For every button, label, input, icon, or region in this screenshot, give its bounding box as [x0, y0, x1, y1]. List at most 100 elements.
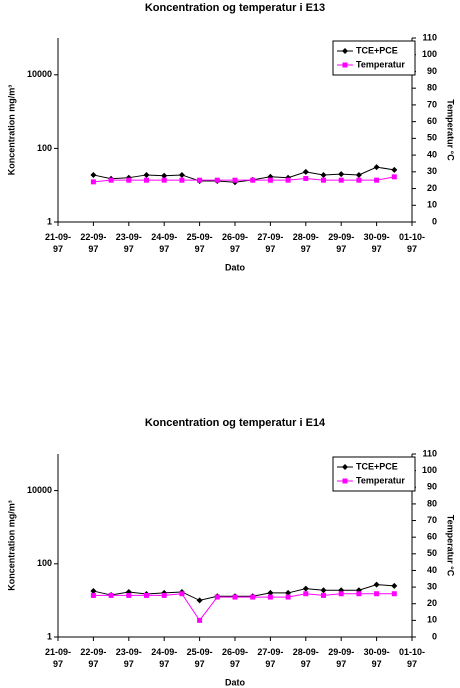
y2-tick-label: 30: [427, 581, 437, 591]
point: [373, 581, 380, 588]
x-tick-label: 27-09-97: [257, 232, 283, 254]
x-tick-label: 22-09-97: [80, 232, 106, 254]
y-tick-label: 10000: [27, 69, 52, 79]
y2-tick-label: 50: [427, 548, 437, 558]
x-tick-label: 01-10-97: [399, 232, 425, 254]
point: [391, 174, 397, 180]
y2-tick-label: 40: [427, 149, 437, 159]
y2-tick-label: 20: [427, 183, 437, 193]
point: [161, 592, 167, 598]
point: [303, 176, 309, 182]
y2-tick-label: 10: [427, 200, 437, 210]
y-tick-label: 100: [37, 143, 52, 153]
point: [126, 177, 132, 183]
point: [374, 591, 380, 597]
legend-marker: [342, 464, 348, 470]
point: [250, 594, 256, 600]
point: [232, 594, 238, 600]
y-axis-title: Koncentration mg/m³: [6, 85, 16, 176]
x-axis-title: Dato: [225, 262, 246, 272]
y2-axis-title: Temperatur °C: [446, 515, 456, 577]
point: [303, 591, 309, 597]
y-tick-label: 1: [47, 631, 52, 641]
point: [232, 177, 238, 183]
series-line: [93, 593, 395, 622]
y2-tick-label: 80: [427, 498, 437, 508]
point: [267, 594, 273, 600]
x-tick-label: 25-09-97: [187, 232, 213, 254]
point: [302, 168, 309, 175]
x-tick-label: 23-09-97: [116, 232, 142, 254]
y2-tick-label: 0: [432, 216, 437, 226]
point: [373, 164, 380, 171]
point: [285, 594, 291, 600]
point: [391, 582, 398, 589]
series-line: [93, 176, 395, 183]
y2-tick-label: 0: [432, 631, 437, 641]
y2-tick-label: 30: [427, 166, 437, 176]
y2-tick-label: 70: [427, 515, 437, 525]
point: [320, 171, 327, 178]
x-tick-label: 30-09-97: [364, 232, 390, 254]
point: [321, 592, 326, 598]
legend-box: [332, 456, 416, 492]
series-line: [93, 166, 395, 183]
y2-tick-label: 50: [427, 133, 437, 143]
y2-tick-label: 90: [427, 482, 437, 492]
point: [179, 591, 185, 597]
point: [267, 589, 274, 596]
point: [356, 591, 362, 597]
y2-tick-label: 90: [427, 66, 437, 76]
y2-tick-label: 70: [427, 99, 437, 109]
point: [391, 166, 398, 173]
point: [143, 171, 150, 178]
y2-tick-label: 20: [427, 598, 437, 608]
x-tick-label: 21-09-97: [45, 647, 71, 669]
point: [338, 171, 345, 178]
point: [302, 585, 309, 592]
x-tick-label: 24-09-97: [151, 232, 177, 254]
x-tick-label: 23-09-97: [116, 647, 142, 669]
point: [126, 592, 132, 598]
y2-tick-label: 80: [427, 83, 437, 93]
point: [197, 617, 203, 623]
y2-tick-label: 110: [422, 448, 437, 458]
point: [90, 592, 96, 598]
x-tick-label: 26-09-97: [222, 232, 248, 254]
legend-marker: [342, 48, 348, 54]
y2-axis-title: Temperatur °C: [446, 99, 456, 161]
point: [90, 179, 96, 185]
point: [161, 172, 168, 179]
y2-tick-label: 60: [427, 116, 437, 126]
x-tick-label: 28-09-97: [293, 647, 319, 669]
point: [391, 591, 397, 597]
point: [90, 171, 97, 178]
x-tick-label: 27-09-97: [257, 647, 283, 669]
point: [374, 177, 380, 183]
point: [161, 177, 167, 183]
point: [108, 592, 114, 598]
x-tick-label: 21-09-97: [45, 232, 71, 254]
point: [285, 589, 292, 596]
y2-tick-label: 100: [422, 49, 437, 59]
y2-tick-label: 110: [422, 32, 437, 42]
point: [338, 177, 344, 183]
x-tick-label: 26-09-97: [222, 647, 248, 669]
y-tick-label: 10000: [27, 485, 52, 495]
point: [144, 177, 149, 183]
y-tick-label: 100: [37, 558, 52, 568]
point: [214, 594, 220, 600]
point: [267, 177, 273, 183]
chart-title: Koncentration og temperatur i E14: [145, 417, 326, 429]
point: [355, 171, 362, 178]
point: [285, 177, 291, 183]
x-tick-label: 29-09-97: [328, 232, 354, 254]
y2-tick-label: 10: [427, 615, 437, 625]
chart-title: Koncentration og temperatur i E13: [145, 2, 325, 14]
point: [179, 177, 185, 183]
point: [108, 177, 114, 183]
x-tick-label: 28-09-97: [293, 232, 319, 254]
legend-label: Temperatur: [356, 59, 405, 69]
point: [338, 591, 344, 597]
